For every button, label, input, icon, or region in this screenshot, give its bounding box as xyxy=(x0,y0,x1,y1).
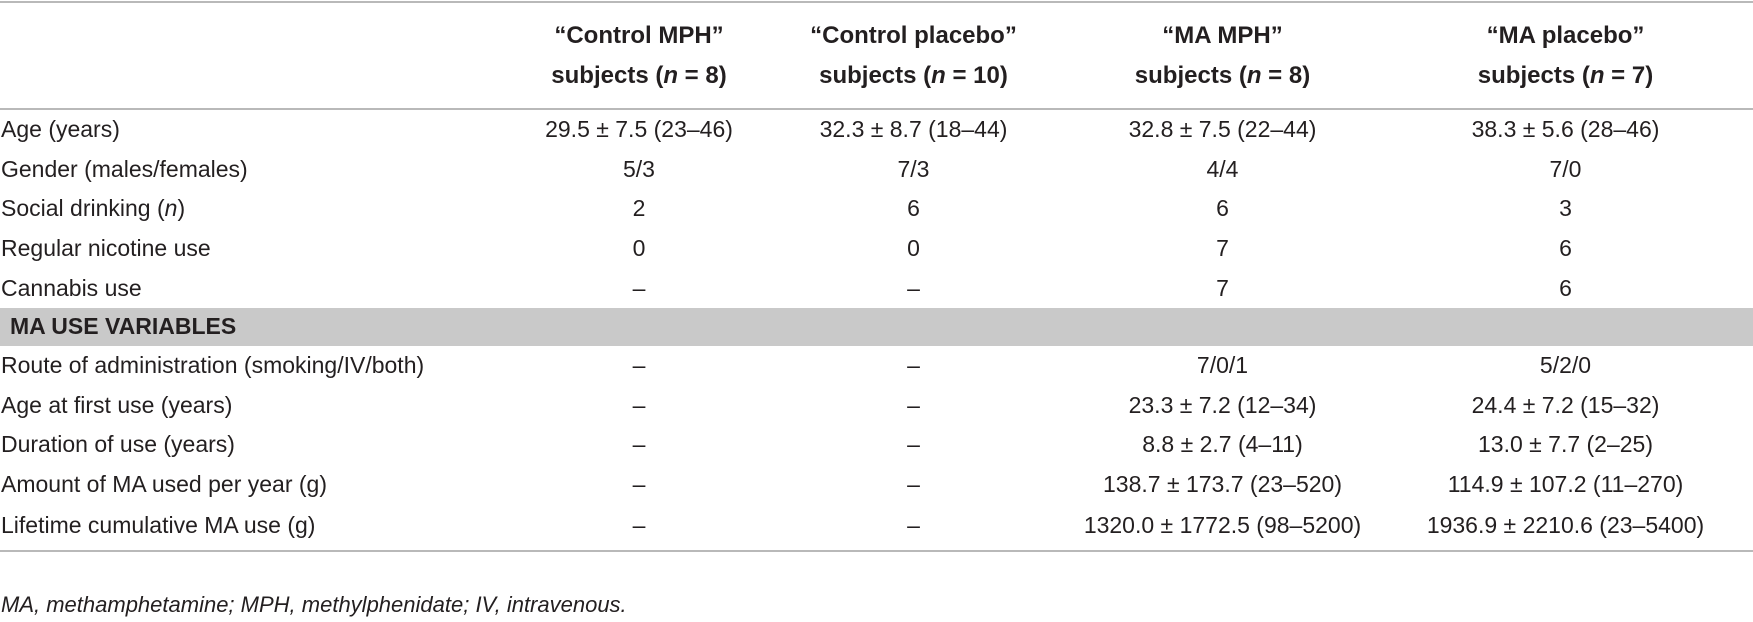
header-ma-mph: “MA MPH” subjects (n = 8) xyxy=(1067,3,1378,110)
table-row: Amount of MA used per year (g) – – 138.7… xyxy=(0,465,1753,505)
table-cell: 5/2/0 xyxy=(1539,352,1592,379)
header-line1: “MA placebo” xyxy=(1486,21,1645,49)
table-cell: 0 xyxy=(632,235,646,262)
table-row: Route of administration (smoking/IV/both… xyxy=(0,346,1753,386)
table-cell: – xyxy=(632,471,646,498)
table-cell: 7/0/1 xyxy=(1196,352,1249,379)
table-cell: 7 xyxy=(1216,274,1229,301)
header-line2: subjects (n = 8) xyxy=(551,61,727,89)
table-cell: 2 xyxy=(632,195,646,222)
table-header-row: “Control MPH” subjects (n = 8) “Control … xyxy=(0,3,1753,110)
header-line2: subjects (n = 8) xyxy=(1134,61,1311,89)
header-line1: “Control placebo” xyxy=(810,21,1017,49)
table-row: Age (years) 29.5 ± 7.5 (23–46) 32.3 ± 8.… xyxy=(0,109,1753,150)
table-cell: 4/4 xyxy=(1206,155,1239,182)
table-cell: – xyxy=(907,352,920,379)
header-line2: subjects (n = 10) xyxy=(819,61,1008,89)
table-cell: 7/0 xyxy=(1549,155,1582,182)
header-control-placebo: “Control placebo” subjects (n = 10) xyxy=(760,3,1067,110)
table-cell: – xyxy=(632,352,646,379)
table-cell: 6 xyxy=(1216,195,1229,222)
row-label: Age at first use (years) xyxy=(1,391,233,418)
table-cell: 6 xyxy=(907,195,920,222)
header-line1: “MA MPH” xyxy=(1162,21,1283,49)
table-top-rule xyxy=(0,1,1753,3)
table-cell: 1320.0 ± 1772.5 (98–5200) xyxy=(1067,504,1378,553)
table-cell: 38.3 ± 5.6 (28–46) xyxy=(1471,116,1660,143)
table-cell: – xyxy=(632,431,646,458)
table-cell: – xyxy=(632,274,646,301)
section-header-row: MA USE VARIABLES xyxy=(0,307,1753,346)
table-cell: 114.9 ± 107.2 (11–270) xyxy=(1447,471,1684,498)
table-row: Age at first use (years) – – 23.3 ± 7.2 … xyxy=(0,386,1753,426)
table-row: Duration of use (years) – – 8.8 ± 2.7 (4… xyxy=(0,425,1753,465)
header-line2: subjects (n = 7) xyxy=(1477,61,1654,89)
table-cell: 7 xyxy=(1216,235,1229,262)
row-label: Regular nicotine use xyxy=(1,235,211,262)
table-cell: – xyxy=(907,274,920,301)
row-label: Lifetime cumulative MA use (g) xyxy=(0,504,518,553)
row-label: Duration of use (years) xyxy=(1,431,235,458)
table-cell: 13.0 ± 7.7 (2–25) xyxy=(1477,431,1653,458)
table-cell: – xyxy=(907,391,920,418)
table-cell: 32.8 ± 7.5 (22–44) xyxy=(1128,116,1317,143)
row-label: Route of administration (smoking/IV/both… xyxy=(1,352,425,379)
table-cell: – xyxy=(760,504,1067,553)
header-control-mph: “Control MPH” subjects (n = 8) xyxy=(518,3,760,110)
table-row: Gender (males/females) 5/3 7/3 4/4 7/0 xyxy=(0,150,1753,190)
header-blank xyxy=(0,3,518,110)
table-footnote: MA, methamphetamine; MPH, methylphenidat… xyxy=(1,592,627,617)
table-cell: – xyxy=(632,391,646,418)
row-label: Gender (males/females) xyxy=(1,155,248,182)
header-line1: “Control MPH” xyxy=(554,21,724,49)
table-cell: 24.4 ± 7.2 (15–32) xyxy=(1471,391,1660,418)
table-cell: 6 xyxy=(1559,235,1572,262)
table-cell: 6 xyxy=(1559,274,1572,301)
table-cell: 32.3 ± 8.7 (18–44) xyxy=(819,116,1008,143)
table-cell: 5/3 xyxy=(623,155,655,182)
table-cell: – xyxy=(907,431,920,458)
table-row: Cannabis use – – 7 6 xyxy=(0,268,1753,308)
table-cell: 138.7 ± 173.7 (23–520) xyxy=(1103,471,1342,498)
table-cell: – xyxy=(518,504,760,553)
table-row: Lifetime cumulative MA use (g) – – 1320.… xyxy=(0,504,1753,553)
table-cell: 7/3 xyxy=(897,155,930,182)
header-ma-placebo: “MA placebo” subjects (n = 7) xyxy=(1378,3,1753,110)
row-label: Cannabis use xyxy=(1,274,142,301)
table-cell: – xyxy=(907,471,920,498)
table-cell: 23.3 ± 7.2 (12–34) xyxy=(1128,391,1317,418)
row-label: Age (years) xyxy=(1,116,120,143)
row-label: Social drinking (n) xyxy=(1,195,186,222)
table-cell: 1936.9 ± 2210.6 (23–5400) xyxy=(1378,504,1753,553)
table-cell: 3 xyxy=(1559,195,1572,222)
table-cell: 29.5 ± 7.5 (23–46) xyxy=(545,116,733,143)
table-row: Regular nicotine use 0 0 7 6 xyxy=(0,229,1753,269)
table-cell: 0 xyxy=(907,235,920,262)
section-header: MA USE VARIABLES xyxy=(0,307,1753,346)
demographics-table: “Control MPH” subjects (n = 8) “Control … xyxy=(0,3,1753,553)
table-row: Social drinking (n) 2 6 6 3 xyxy=(0,189,1753,229)
row-label: Amount of MA used per year (g) xyxy=(1,471,327,498)
table-cell: 8.8 ± 2.7 (4–11) xyxy=(1142,431,1303,458)
